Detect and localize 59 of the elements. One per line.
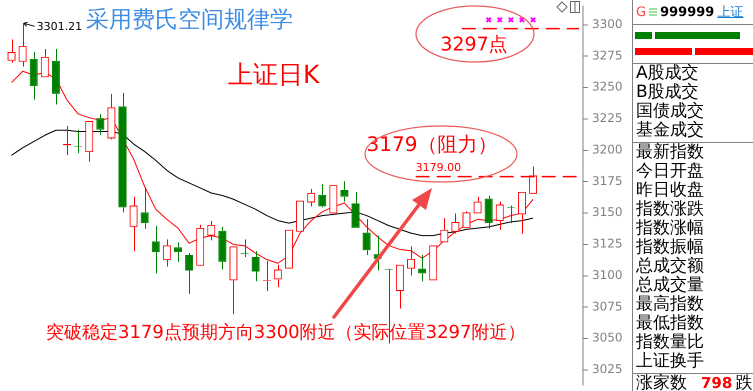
candlestick xyxy=(252,250,260,282)
candlestick xyxy=(118,92,127,213)
y-tick-label: 3050 xyxy=(592,330,623,345)
text: 上证日K xyxy=(228,59,320,91)
candlestick xyxy=(18,22,27,68)
text: 指数振幅 xyxy=(635,237,705,257)
text: 涨家数 xyxy=(635,373,687,391)
ref-line-label: 3297点 xyxy=(440,34,508,56)
text: A股成交 xyxy=(635,63,700,83)
candlestick xyxy=(162,238,171,268)
text: 指数量比 xyxy=(635,332,705,352)
candlestick xyxy=(396,264,404,309)
y-tick-label: 3075 xyxy=(592,299,623,314)
y-tick-label: 3100 xyxy=(592,268,623,282)
y-tick-label: 3125 xyxy=(592,236,623,251)
text: 跌 xyxy=(734,373,752,391)
text: 999999 xyxy=(660,4,714,20)
text: 总成交量 xyxy=(635,275,705,295)
text: 最低指数 xyxy=(635,313,705,333)
candlestick xyxy=(218,226,226,270)
candlestick xyxy=(484,195,493,230)
y-tick-label: 3225 xyxy=(592,111,623,126)
y-tick-label: 3175 xyxy=(592,174,623,188)
candlestick xyxy=(30,52,38,100)
candlestick xyxy=(418,254,426,282)
candlestick xyxy=(52,48,60,106)
y-tick-label: 3300 xyxy=(592,16,623,31)
y-tick-label: 3250 xyxy=(592,80,623,94)
candlestick xyxy=(352,191,360,228)
candlestick xyxy=(496,201,504,230)
text: 今日开盘 xyxy=(635,161,705,181)
y-tick-label: 3275 xyxy=(592,48,623,62)
annotation: 3301.21 xyxy=(36,20,82,34)
text: 798 xyxy=(700,374,732,391)
candlestick xyxy=(130,196,138,252)
text: 国债成交 xyxy=(635,101,705,121)
y-tick-label: 3200 xyxy=(592,142,623,156)
text: 上证换手 xyxy=(635,351,705,371)
text: 最新指数 xyxy=(635,142,705,162)
text: 指数涨幅 xyxy=(635,218,705,238)
text: 昨日收盘 xyxy=(635,180,705,200)
chart-title: 采用费氏空间规律学 xyxy=(86,6,293,35)
candlestick xyxy=(107,93,116,140)
y-tick-label: 3025 xyxy=(592,362,623,376)
text: 基金成交 xyxy=(635,120,705,140)
candlestick xyxy=(462,210,470,228)
ref-line-label: 3179.00 xyxy=(416,161,462,174)
candlestick xyxy=(174,242,182,262)
text: 最高指数 xyxy=(635,294,705,314)
y-tick-label: 3150 xyxy=(592,205,623,220)
text: G xyxy=(636,4,646,20)
annotation: 3179（阻力） xyxy=(366,132,498,156)
candlestick xyxy=(362,218,371,256)
candlestick xyxy=(185,252,194,294)
text: 总成交额 xyxy=(635,256,705,276)
text: B股成交 xyxy=(635,82,699,102)
text: 上证 xyxy=(717,4,744,21)
candlestick xyxy=(518,192,526,234)
text: 指数涨跌 xyxy=(635,199,705,219)
